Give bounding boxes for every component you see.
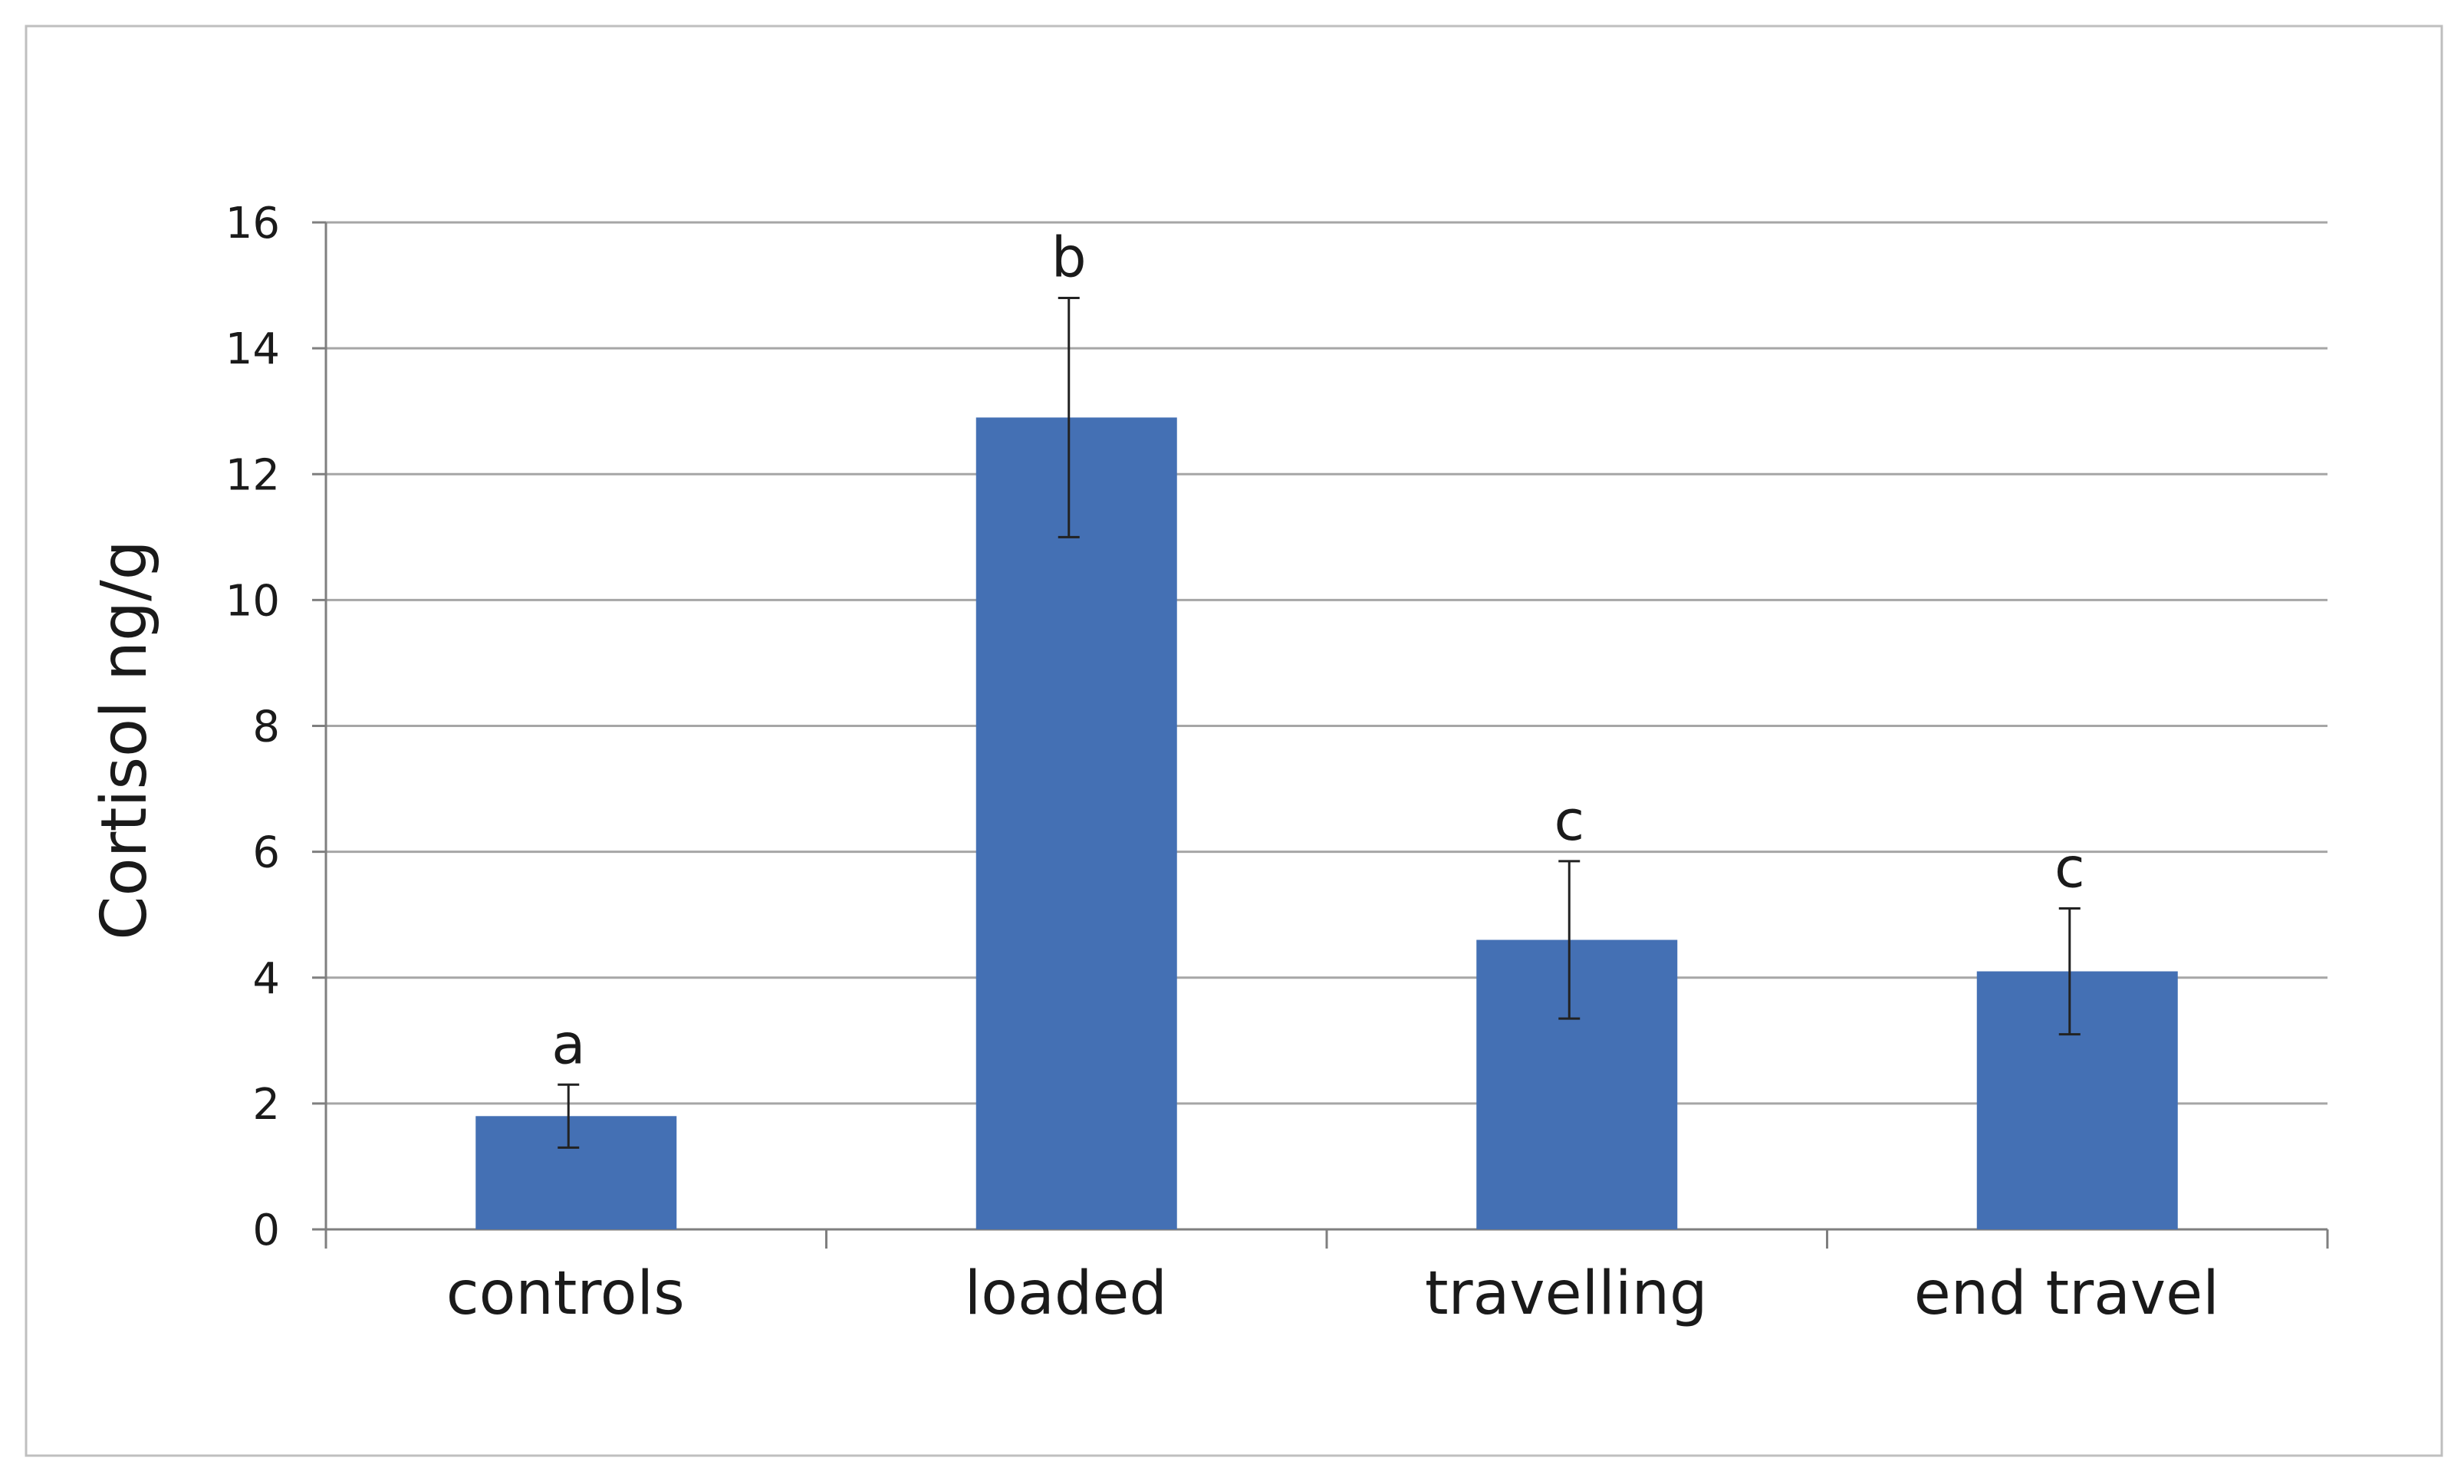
category-label: end travel [1914,1259,2219,1328]
bar [975,417,1177,1229]
y-tick-label: 4 [252,954,280,1004]
significance-label: c [1554,788,1584,853]
significance-label: b [1051,225,1087,289]
bar [1476,939,1678,1229]
bars [475,417,2178,1229]
y-tick-label: 8 [252,703,280,752]
category-label: travelling [1425,1259,1708,1328]
significance-label: a [551,1012,585,1076]
y-tick-label: 16 [225,199,280,248]
category-label: loaded [965,1259,1167,1328]
bar [475,1116,677,1229]
y-tick-label: 12 [225,450,280,500]
bar [1976,971,2178,1229]
y-tick-label: 14 [225,324,280,374]
y-tick-label: 2 [252,1080,280,1130]
y-axis-title: Cortisol ng/g [88,540,161,940]
chart-border [25,25,2443,1457]
error-bars [558,296,2081,1149]
labels: 0 2 4 6 8 10 12 14 16 a controls b loaded c travelling… [225,199,2219,1328]
category-label: controls [446,1259,685,1328]
y-tick-label: 0 [252,1206,280,1255]
gridlines [326,221,2327,1105]
significance-label: c [2054,835,2085,900]
y-tick-label: 6 [252,828,280,878]
y-tick-label: 10 [225,576,280,626]
